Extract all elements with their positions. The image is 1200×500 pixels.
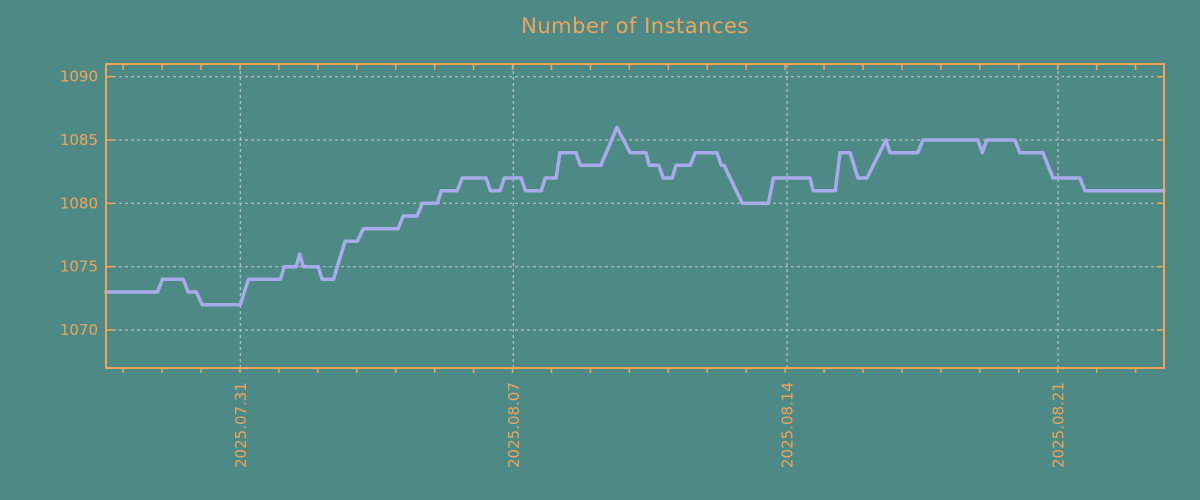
- y-tick-label: 1085: [60, 131, 98, 149]
- plot-border: [105, 63, 1165, 369]
- x-tick-label: 2025.08.07: [505, 382, 523, 468]
- y-tick-label: 1080: [60, 194, 98, 212]
- y-tick-label: 1090: [60, 68, 98, 86]
- x-tick-label: 2025.08.21: [1050, 382, 1068, 468]
- chart-title: Number of Instances: [521, 14, 749, 38]
- y-tick-label: 1075: [60, 258, 98, 276]
- x-tick-label: 2025.08.14: [779, 382, 797, 468]
- x-tick-label: 2025.07.31: [232, 382, 250, 468]
- y-tick-label: 1070: [60, 321, 98, 339]
- series-line: [104, 125, 1166, 307]
